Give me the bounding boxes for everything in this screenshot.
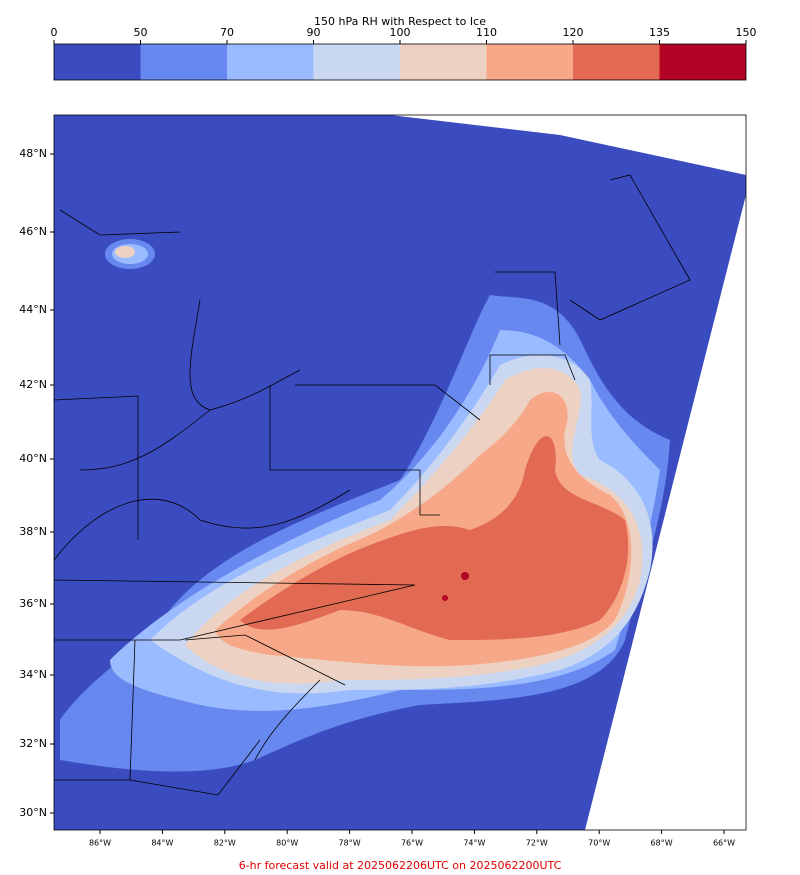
footer: 6-hr forecast valid at 2025062206UTC on … bbox=[239, 859, 562, 872]
region-120 bbox=[240, 436, 629, 640]
colorbar-segment bbox=[573, 44, 660, 80]
lat-label: 42°N bbox=[19, 378, 47, 391]
lon-label: 70°W bbox=[588, 839, 610, 848]
lat-label: 38°N bbox=[19, 525, 47, 538]
colorbar-segment bbox=[400, 44, 487, 80]
lon-label: 78°W bbox=[339, 839, 361, 848]
map-frame bbox=[53, 114, 747, 831]
lat-label: 40°N bbox=[19, 452, 47, 465]
colorbar-segment bbox=[486, 44, 573, 80]
colorbar-tick-label: 70 bbox=[220, 26, 234, 39]
colorbar-tick-label: 0 bbox=[51, 26, 58, 39]
lon-label: 86°W bbox=[89, 839, 111, 848]
region-100 bbox=[115, 246, 135, 258]
map bbox=[53, 115, 746, 830]
colorbar-segment bbox=[313, 44, 400, 80]
lat-label: 44°N bbox=[19, 303, 47, 316]
lat-label: 30°N bbox=[19, 806, 47, 819]
region-135 bbox=[442, 595, 448, 601]
lat-label: 36°N bbox=[19, 597, 47, 610]
colorbar: 0 50 70 90 100 110 120 135 150 bbox=[51, 26, 757, 81]
lon-label: 80°W bbox=[276, 839, 298, 848]
lat-label: 32°N bbox=[19, 737, 47, 750]
lon-label: 66°W bbox=[713, 839, 735, 848]
colorbar-tick-label: 50 bbox=[134, 26, 148, 39]
colorbar-tick-label: 135 bbox=[649, 26, 670, 39]
colorbar-segment bbox=[659, 44, 746, 80]
colorbar-tick-label: 150 bbox=[736, 26, 757, 39]
colorbar-tick-label: 110 bbox=[476, 26, 497, 39]
colorbar-tick-label: 100 bbox=[390, 26, 411, 39]
lon-label: 72°W bbox=[526, 839, 548, 848]
lon-label: 76°W bbox=[401, 839, 423, 848]
lon-label: 68°W bbox=[651, 839, 673, 848]
axes: 48°N 46°N 44°N 42°N 40°N 38°N 36°N 34°N 32°N 30°N… bbox=[19, 147, 735, 848]
colorbar-tick-label: 120 bbox=[563, 26, 584, 39]
lon-label: 82°W bbox=[214, 839, 236, 848]
lat-label: 34°N bbox=[19, 668, 47, 681]
lat-label: 46°N bbox=[19, 225, 47, 238]
lat-label: 48°N bbox=[19, 147, 47, 160]
lon-label: 84°W bbox=[151, 839, 173, 848]
colorbar-segment bbox=[140, 44, 227, 80]
region-135 bbox=[461, 572, 469, 580]
colorbar-title: 150 hPa RH with Respect to Ice bbox=[314, 15, 486, 28]
colorbar-tick-label: 90 bbox=[307, 26, 321, 39]
colorbar-segment bbox=[227, 44, 314, 80]
lon-label: 74°W bbox=[463, 839, 485, 848]
colorbar-segment bbox=[54, 44, 141, 80]
